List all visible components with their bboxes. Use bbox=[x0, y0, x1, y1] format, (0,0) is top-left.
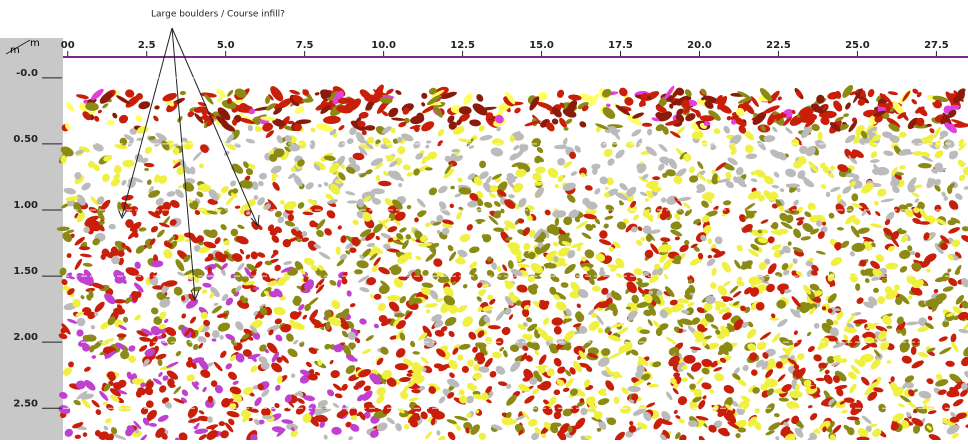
texture-blob bbox=[568, 426, 573, 433]
x-tick-label: 17.5 bbox=[608, 40, 633, 51]
x-tick-label: 10.0 bbox=[371, 40, 396, 51]
x-tick-label: 15.0 bbox=[529, 40, 554, 51]
x-tick-label: 20.0 bbox=[687, 40, 712, 51]
texture-blob bbox=[592, 286, 601, 292]
x-tick-label: 2.5 bbox=[138, 40, 156, 51]
texture-blob bbox=[219, 421, 225, 426]
texture-blob bbox=[387, 295, 400, 301]
texture-blob bbox=[652, 176, 660, 180]
texture-blob bbox=[816, 378, 826, 381]
x-axis-unit: m bbox=[30, 38, 40, 49]
texture-blob bbox=[708, 238, 712, 244]
y-tick-label: -0.0 bbox=[16, 68, 38, 79]
texture-blob bbox=[651, 186, 661, 192]
x-tick-label: 7.5 bbox=[296, 40, 314, 51]
texture-blob bbox=[551, 423, 562, 428]
x-tick-label: 5.0 bbox=[217, 40, 235, 51]
texture-blob bbox=[262, 415, 272, 419]
x-ruler bbox=[63, 38, 968, 56]
texture-blob bbox=[906, 203, 913, 207]
y-axis-unit: m bbox=[10, 45, 20, 56]
y-tick-label: 2.50 bbox=[13, 398, 38, 409]
texture-blob bbox=[109, 224, 116, 230]
texture-blob bbox=[365, 125, 375, 131]
x-tick-label: 00 bbox=[61, 40, 75, 51]
y-tick-label: 2.00 bbox=[13, 332, 38, 343]
x-tick-label: 22.5 bbox=[766, 40, 791, 51]
texture-blob bbox=[769, 318, 779, 321]
texture-blob bbox=[289, 144, 300, 151]
y-tick-label: 1.00 bbox=[13, 200, 38, 211]
texture-blob bbox=[877, 103, 891, 107]
texture-blob bbox=[751, 171, 756, 175]
annotation: Large boulders / Course infill? bbox=[151, 10, 285, 20]
y-tick-label: 0.50 bbox=[13, 134, 38, 145]
x-tick-label: 12.5 bbox=[450, 40, 475, 51]
x-tick-label: 27.5 bbox=[924, 40, 949, 51]
x-tick-label: 25.0 bbox=[845, 40, 870, 51]
texture-blob bbox=[61, 155, 67, 163]
texture-blob bbox=[715, 305, 720, 311]
y-tick-label: 1.50 bbox=[13, 266, 38, 277]
